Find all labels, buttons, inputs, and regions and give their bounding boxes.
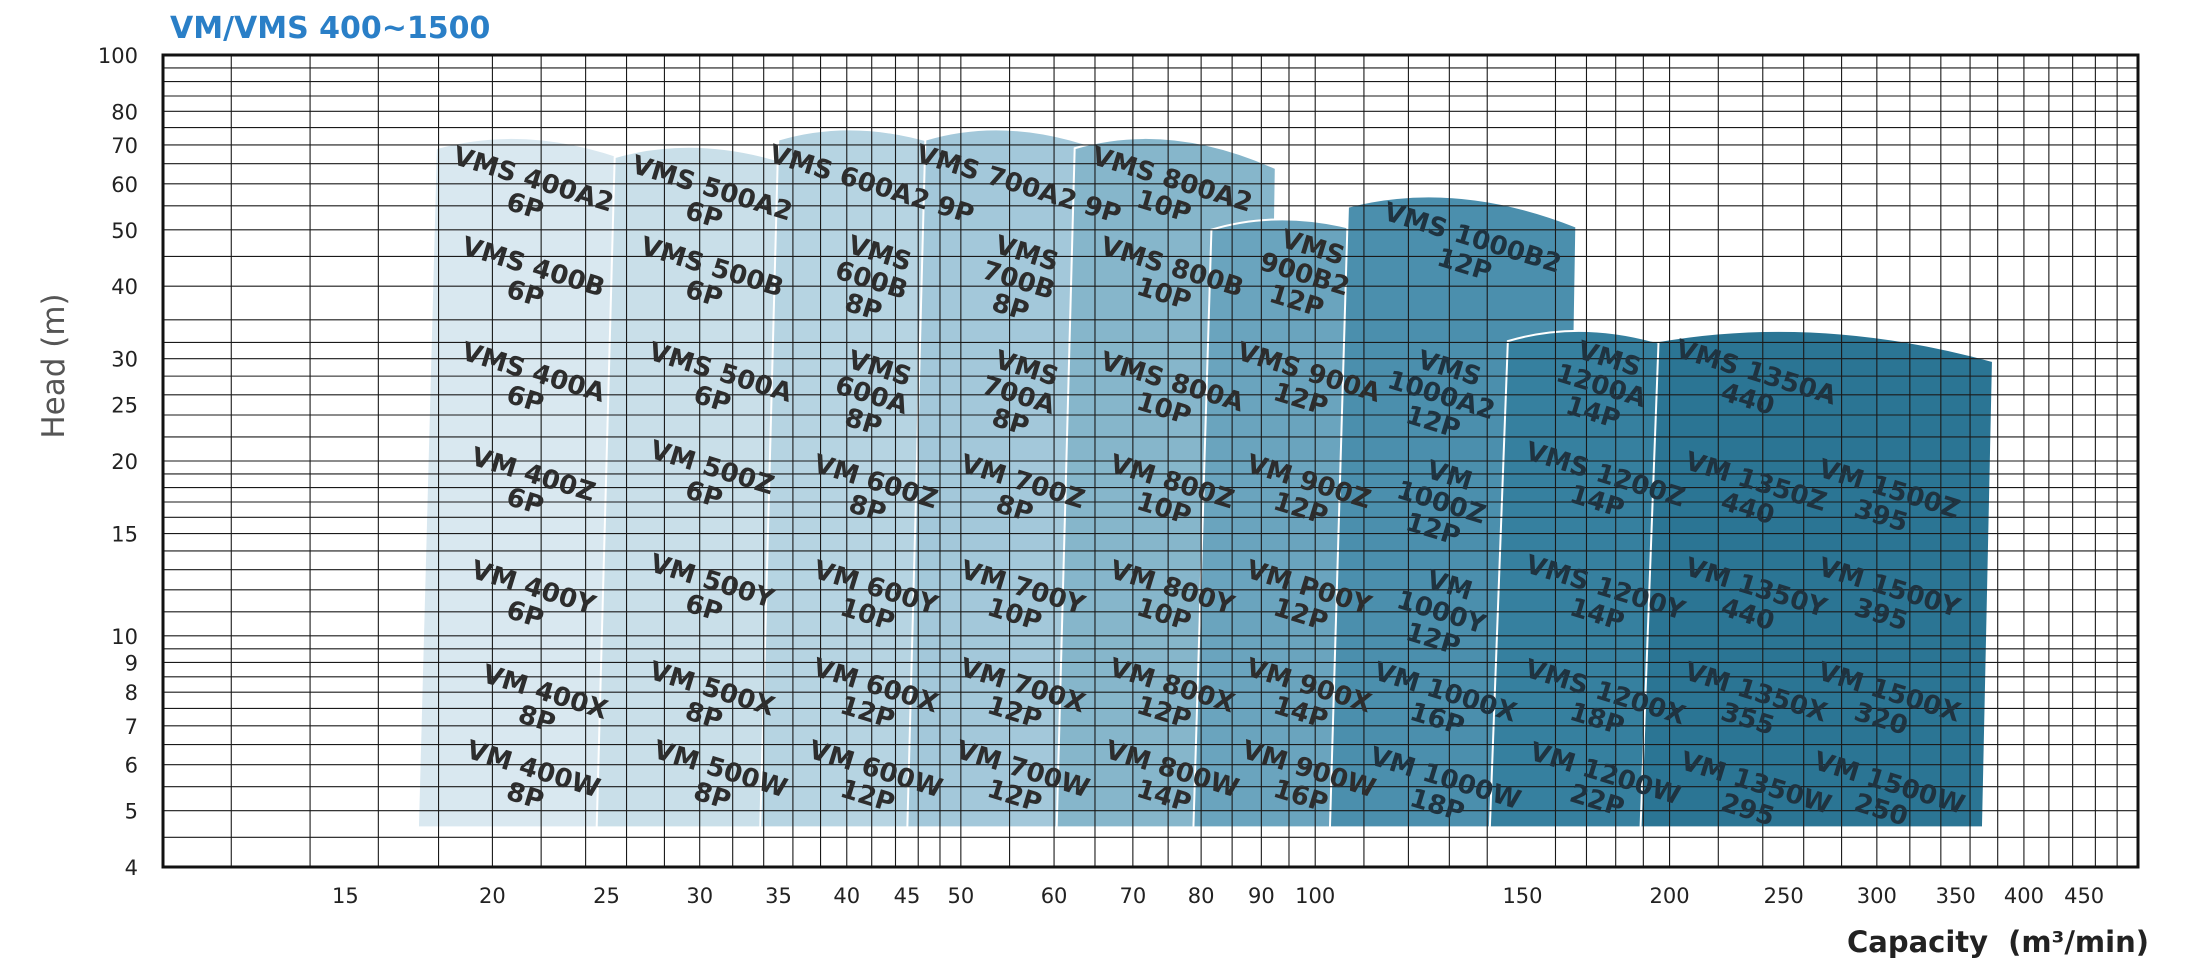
frame-layer [161,53,2140,869]
x-tick-label: 300 [1857,884,1897,908]
x-tick-label: 150 [1502,884,1542,908]
x-tick-label: 25 [593,884,620,908]
x-tick-label: 45 [894,884,921,908]
y-tick-label: 5 [125,800,138,824]
pump-band [1639,329,1994,829]
band-layer [416,128,1994,829]
x-tick-label: 60 [1041,884,1068,908]
y-tick-label: 40 [111,275,138,299]
plot-frame [161,53,2140,869]
x-tick-label: 250 [1764,884,1804,908]
region-label: VMS600A8P [823,344,919,448]
y-tick-label: 70 [111,134,138,158]
x-tick-label: 35 [765,884,792,908]
x-tick-label: 40 [833,884,860,908]
y-tick-label: 50 [111,219,138,243]
y-tick-label: 80 [111,100,138,124]
y-axis-label: Head (m) [36,293,72,438]
y-tick-label: 7 [125,715,138,739]
x-tick-label: 80 [1188,884,1215,908]
region-label: VMS700B8P [970,229,1066,333]
region-label: VMS1200A14P [1544,332,1658,441]
x-tick-label: 90 [1248,884,1275,908]
x-tick-label: 400 [2004,884,2044,908]
y-tick-label: 20 [111,450,138,474]
y-tick-label: 100 [98,44,138,68]
grid-layer [163,55,2138,867]
region-label: VM1000Y12P [1385,558,1498,667]
y-tick-label: 30 [111,348,138,372]
x-tick-label: 50 [947,884,974,908]
x-tick-label: 70 [1119,884,1146,908]
y-tick-label: 25 [111,394,138,418]
x-tick-label: 450 [2064,884,2104,908]
y-tick-label: 9 [125,651,138,675]
x-axis-label: Capacity (m³/min) [1847,925,2149,959]
x-axis-label-unit: (m³/min) [2008,925,2149,959]
y-tick-label: 60 [111,173,138,197]
x-tick-label: 350 [1936,884,1976,908]
y-tick-label: 4 [125,856,138,880]
y-tick-label: 15 [111,523,138,547]
tick-layer: 15 20 25 30 35 40 45 50 60 70 80 90 100 150 200 250 300 3… [98,44,2104,908]
y-tick-label: 6 [125,754,138,778]
x-axis-label-text: Capacity [1847,925,1988,959]
chart-title: VM/VMS 400~1500 [170,11,490,46]
x-tick-label: 30 [686,884,713,908]
x-tick-label: 15 [332,884,359,908]
x-tick-label: 100 [1295,884,1335,908]
y-tick-label: 8 [125,681,138,705]
x-tick-label: 200 [1650,884,1690,908]
y-tick-label: 10 [111,625,138,649]
x-tick-label: 20 [479,884,506,908]
